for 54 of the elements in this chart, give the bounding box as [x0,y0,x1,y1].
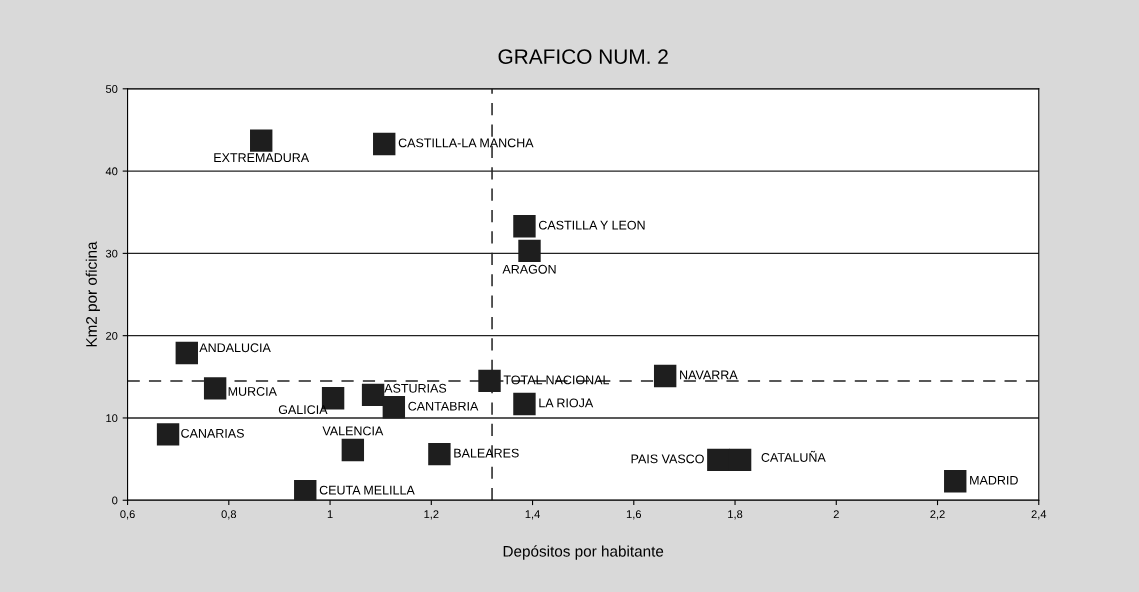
point [513,392,536,416]
point [728,448,752,472]
annotation: VALENCIA [322,426,384,436]
y-tick-label: 20 [106,331,118,340]
point [513,215,536,238]
annotation: CASTILLA Y LEON [538,220,645,230]
point [478,369,501,393]
x-tick-label: 1,8 [728,510,743,520]
point [428,442,451,466]
x-axis-title: Depósitos por habitante [503,545,664,560]
annotation: TOTAL NACIONAL [503,375,610,385]
annotation: EXTREMADURA [214,153,310,163]
point [294,479,317,501]
x-tick-label: 1,6 [626,510,642,520]
y-tick-label: 0 [112,496,118,505]
point [707,448,730,472]
annotation: ARAGON [502,264,556,274]
x-tick-label: 2 [833,510,839,519]
annotation: MURCIA [228,387,277,396]
point [250,129,273,152]
annotation: CATALUÑA [761,450,826,462]
x-tick-label: 1,4 [525,510,540,520]
point [361,383,385,407]
point [373,132,396,156]
point [175,341,198,365]
x-tick-label: 0,8 [221,510,237,520]
x-tick-label: 2,4 [1031,510,1047,520]
annotation: ANDALUCIA [199,343,271,353]
x-tick-label: 0,6 [120,510,135,520]
annotation: CASTILLA-LA MANCHA [398,138,534,148]
annotation: ASTURIAS [384,383,447,393]
point [653,364,677,388]
point [341,438,365,462]
annotation: PAIS VASCO [631,454,704,464]
annotation: CANTABRIA [408,401,479,411]
y-tick-label: 30 [105,249,118,258]
x-tick-label: 1,2 [424,510,439,520]
annotation: MADRID [970,475,1018,485]
point [944,470,967,493]
x-tick-label: 2,2 [930,510,945,520]
x-tick-label: 1 [327,510,333,519]
y-tick-label: 50 [105,85,118,93]
annotation: NAVARRA [680,370,738,380]
point [156,423,180,446]
annotation: LA RIOJA [539,398,594,408]
y-axis-title: Km2 por oficina [85,241,100,347]
point [203,377,227,400]
chart-title: GRAFICO NUM. 2 [498,49,668,65]
point [382,396,406,419]
y-tick-label: 40 [105,167,118,176]
point [518,239,541,263]
annotation: CANARIAS [181,428,244,438]
annotation: CEUTA MELILLA [319,485,415,495]
y-tick-label: 10 [106,414,118,423]
